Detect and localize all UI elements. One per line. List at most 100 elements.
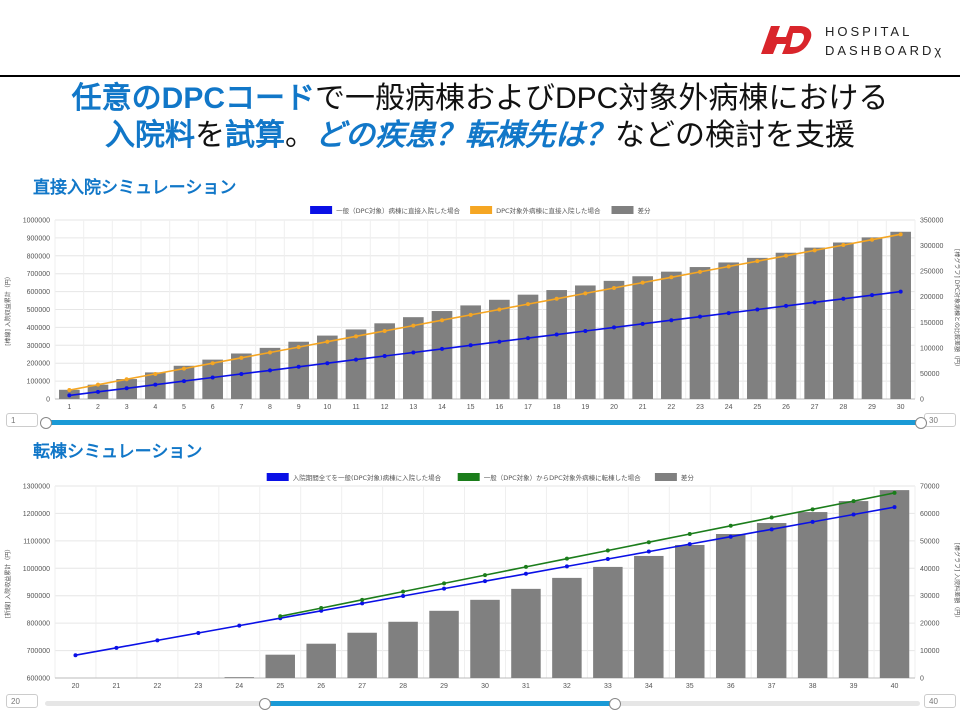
series-point (483, 579, 487, 584)
series-point (870, 237, 874, 242)
bar-diff (231, 353, 252, 399)
headline-line2: 入院料を試算。どの疾患？転棟先は？などの検討を支援 (0, 117, 960, 154)
bar-diff (890, 231, 911, 399)
slider-handle-to[interactable] (915, 417, 927, 429)
x-tick-label: 23 (194, 683, 202, 688)
direct-range-slider[interactable]: 1 30 (0, 413, 960, 433)
bar-diff (265, 654, 295, 678)
transfer-chart: 入院期間全てを一般(DPC対象)病棟に入院した場合 一般（DPC対象）からDPC対… (4, 473, 960, 688)
y-left-axis-title: [折線] 入院収益累計（円） (4, 546, 12, 619)
y-right-tick-label: 40000 (920, 566, 940, 573)
x-tick-label: 21 (639, 404, 647, 410)
series-point (382, 354, 387, 359)
y-right-tick-label: 60000 (920, 511, 940, 518)
headline-segment: 。 (285, 119, 315, 152)
slider-max-box: 40 (924, 694, 956, 708)
series-point (325, 339, 330, 344)
logo-mark-icon (761, 26, 812, 54)
y-right-tick-label: 350000 (920, 218, 943, 225)
bar-diff (593, 566, 623, 678)
bar-diff (317, 335, 338, 399)
series-point (296, 364, 301, 369)
bar-diff (431, 311, 453, 399)
x-tick-label: 22 (667, 404, 675, 410)
slider-handle-from[interactable] (258, 698, 271, 710)
series-point (497, 339, 502, 344)
series-point (784, 253, 788, 258)
x-tick-label: 36 (727, 683, 735, 688)
y-left-tick-label: 200000 (27, 361, 50, 368)
slider-handle-from[interactable] (40, 417, 52, 429)
bar-diff (347, 632, 377, 678)
y-right-tick-label: 50000 (920, 371, 940, 378)
x-tick-label: 2 (96, 404, 100, 410)
x-tick-label: 33 (604, 683, 612, 688)
series-point (726, 264, 731, 269)
y-right-tick-label: 50000 (920, 538, 940, 545)
x-tick-label: 20 (610, 404, 618, 410)
bar-diff (288, 341, 309, 399)
bar-diff (689, 267, 711, 399)
series-point (96, 382, 100, 387)
series-point (114, 645, 119, 650)
y-right-tick-label: 70000 (920, 484, 940, 491)
x-tick-label: 28 (399, 683, 407, 688)
y-right-tick-label: 200000 (920, 294, 943, 301)
series-point (153, 382, 158, 387)
series-point (870, 293, 874, 298)
series-point (605, 556, 610, 561)
x-tick-label: 32 (563, 683, 571, 688)
slider-range-fill[interactable] (45, 420, 920, 425)
headline-line1: 任意のDPCコードで一般病棟およびDPC対象外病棟における (0, 80, 960, 117)
series-point (784, 303, 788, 308)
series-point (898, 289, 903, 294)
legend-label: 入院期間全てを一般(DPC対象)病棟に入院した場合 (293, 473, 442, 482)
legend-swatch (310, 206, 333, 214)
x-tick-label: 1 (67, 404, 71, 410)
bar-diff (661, 271, 682, 399)
slider-range-fill[interactable] (263, 701, 614, 706)
series-point (73, 653, 78, 658)
x-tick-label: 28 (839, 404, 847, 410)
series-point (196, 631, 201, 636)
bar-diff (718, 262, 739, 399)
x-tick-label: 25 (753, 404, 761, 410)
series-point (210, 361, 215, 366)
series-point (523, 571, 528, 576)
legend-swatch (266, 473, 289, 481)
legend-swatch (470, 206, 493, 214)
series-point (605, 548, 610, 553)
series-point (360, 601, 365, 606)
series-point (67, 393, 72, 398)
x-tick-label: 23 (696, 404, 704, 410)
bar-diff (634, 555, 664, 678)
bar-diff (879, 490, 910, 678)
y-right-tick-label: 20000 (920, 621, 940, 628)
x-tick-label: 14 (438, 404, 446, 410)
slider-handle-to[interactable] (608, 698, 621, 710)
series-point (554, 296, 559, 301)
x-tick-label: 24 (235, 683, 243, 688)
y-left-tick-label: 1000000 (23, 566, 50, 573)
y-left-tick-label: 500000 (27, 307, 50, 314)
bar-diff (224, 677, 255, 678)
bar-diff (259, 347, 281, 399)
bar-diff (429, 610, 459, 678)
series-point (210, 375, 215, 380)
legend-label: DPC対象外病棟に直接入院した場合 (496, 206, 601, 215)
x-tick-label: 19 (581, 404, 589, 410)
y-right-tick-label: 250000 (920, 269, 943, 276)
transfer-range-slider[interactable]: 20 40 (0, 694, 960, 714)
legend-swatch (654, 473, 677, 481)
x-tick-label: 25 (276, 683, 284, 688)
header-divider (0, 75, 960, 77)
legend-swatch (457, 473, 480, 481)
x-tick-label: 11 (352, 404, 359, 410)
bar-diff (632, 276, 653, 399)
series-point (841, 243, 846, 248)
y-left-tick-label: 600000 (27, 676, 50, 683)
series-point (239, 355, 244, 360)
series-point (851, 512, 856, 517)
hospital-dashboard-logo: HOSPITAL DASHBOARDχ (755, 18, 955, 62)
series-point (523, 564, 528, 569)
